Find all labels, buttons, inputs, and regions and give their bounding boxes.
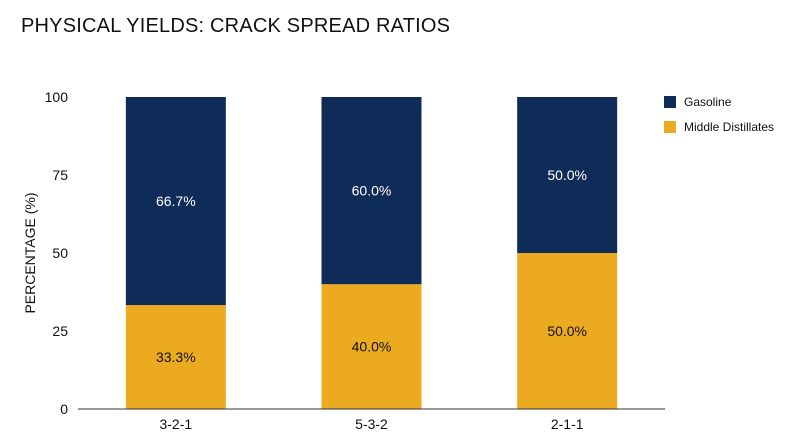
- legend-item-gasoline: Gasoline: [664, 94, 774, 110]
- legend-swatch-middle-distillates: [664, 121, 676, 133]
- y-tick-label: 0: [60, 401, 68, 417]
- x-tick-label: 3-2-1: [159, 416, 192, 432]
- legend-item-middle-distillates: Middle Distillates: [664, 119, 774, 135]
- bar-segment-middle-distillates: [517, 253, 618, 409]
- bar-segment-gasoline: [125, 97, 226, 306]
- legend-swatch-gasoline: [664, 96, 676, 108]
- bar-segment-middle-distillates: [125, 305, 226, 409]
- data-label: 33.3%: [156, 349, 196, 365]
- data-label: 50.0%: [547, 167, 587, 183]
- bar-segment-middle-distillates: [321, 284, 422, 409]
- bar-segment-gasoline: [517, 97, 618, 253]
- y-tick-label: 50: [52, 245, 68, 261]
- data-label: 66.7%: [156, 193, 196, 209]
- chart-title: PHYSICAL YIELDS: CRACK SPREAD RATIOS: [21, 15, 451, 37]
- chart-legend: Gasoline Middle Distillates: [664, 94, 774, 144]
- data-label: 60.0%: [352, 183, 392, 199]
- legend-label-middle-distillates: Middle Distillates: [684, 120, 775, 134]
- x-tick-label: 2-1-1: [551, 416, 584, 432]
- y-axis-title: PERCENTAGE (%): [22, 192, 38, 313]
- y-tick-label: 25: [52, 323, 68, 339]
- bar-segment-gasoline: [321, 97, 422, 285]
- y-tick-label: 75: [52, 167, 68, 183]
- y-tick-label: 100: [45, 89, 69, 105]
- legend-label-gasoline: Gasoline: [684, 95, 732, 109]
- data-label: 50.0%: [547, 323, 587, 339]
- data-label: 40.0%: [352, 339, 392, 355]
- x-tick-label: 5-3-2: [355, 416, 388, 432]
